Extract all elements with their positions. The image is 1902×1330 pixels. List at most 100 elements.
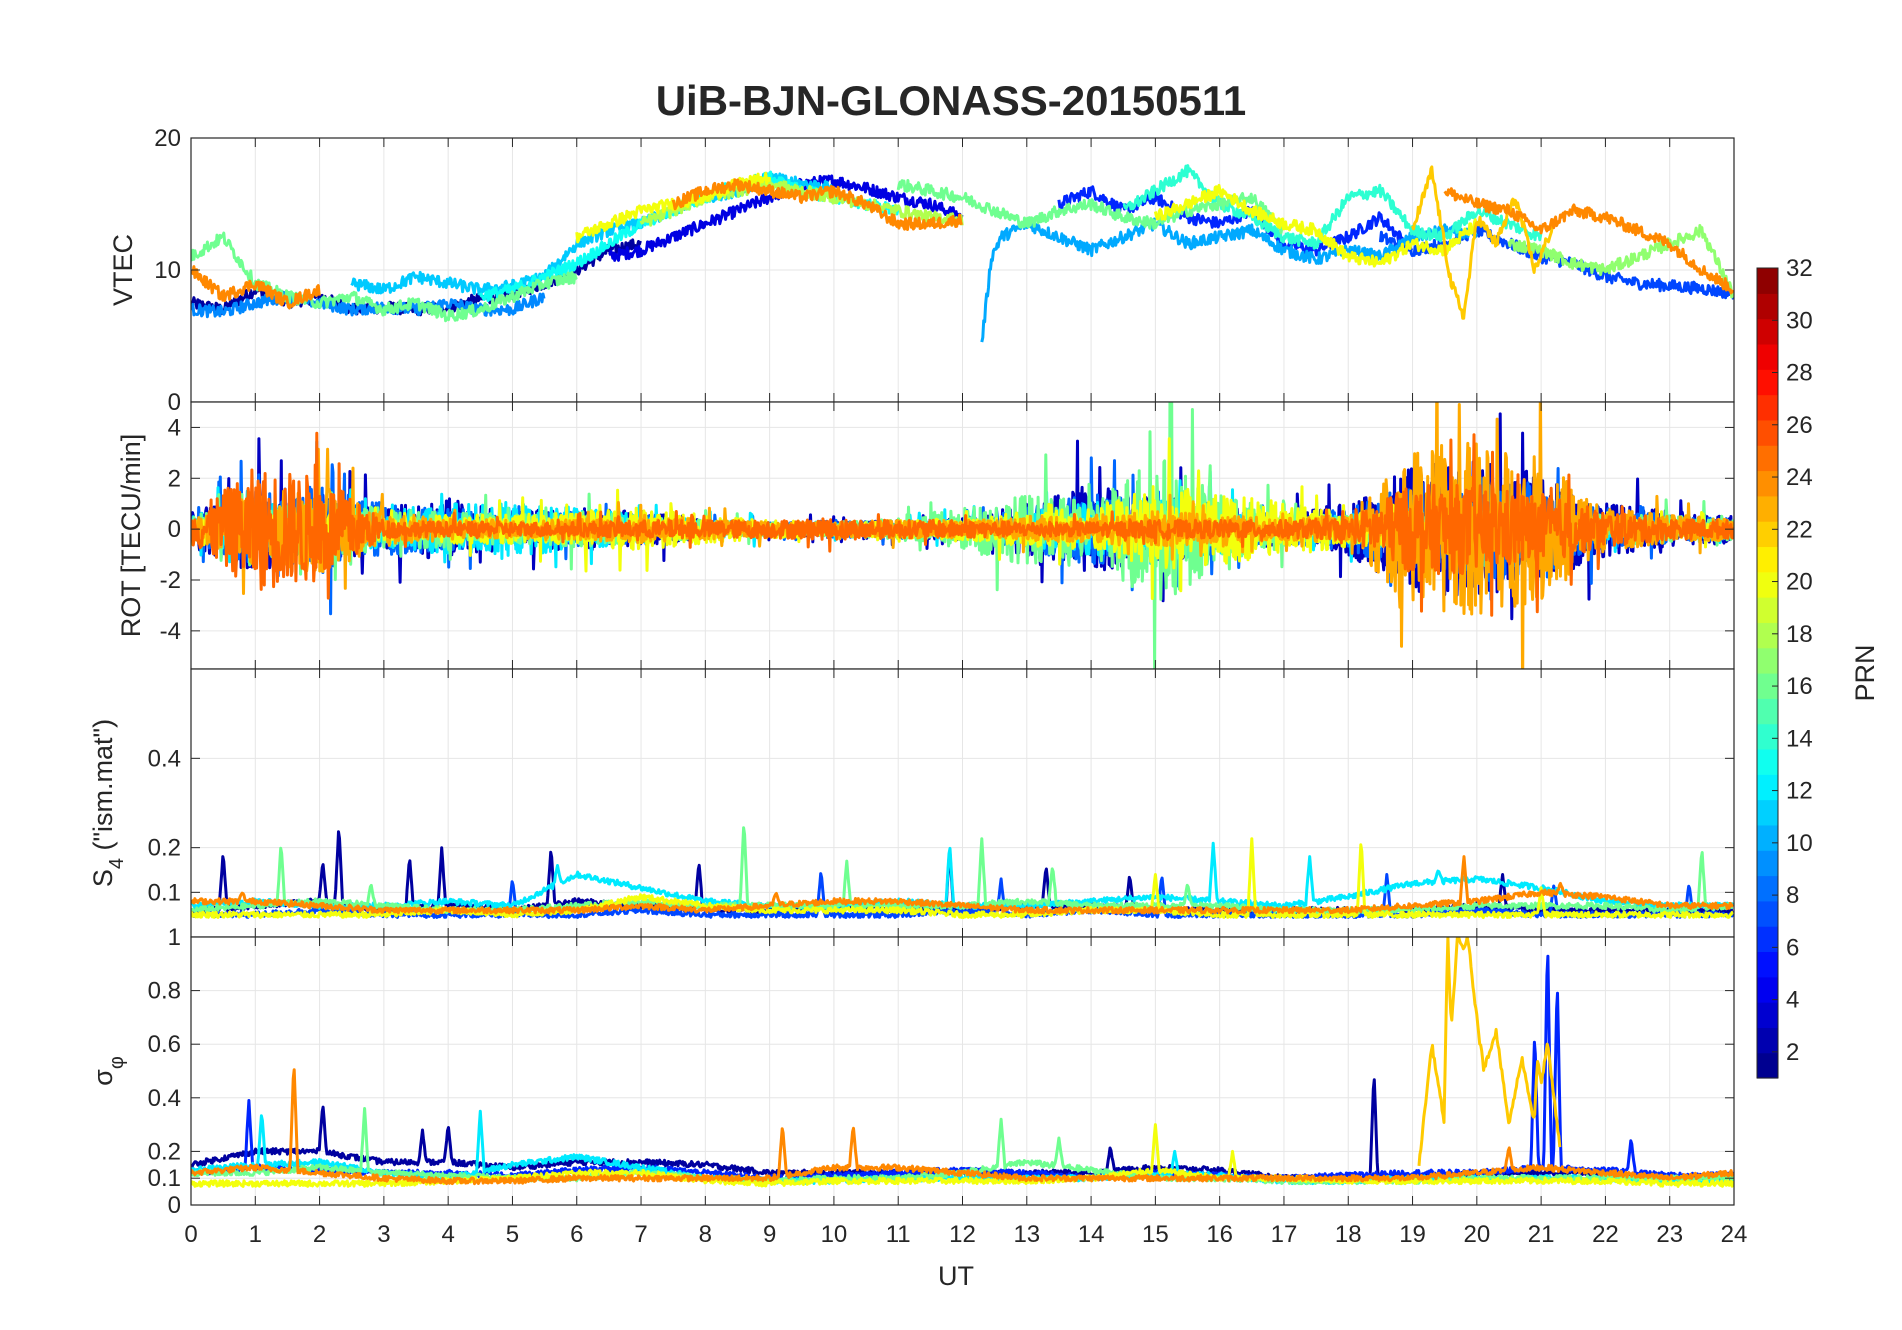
y-label-sub: φ: [106, 1056, 128, 1069]
series-line-prn-17: [1507, 224, 1734, 299]
colorbar-segment: [1757, 1027, 1778, 1054]
x-tick-label: 5: [506, 1221, 519, 1248]
series-line-prn-9: [191, 290, 546, 319]
y-tick-label: 1: [168, 924, 181, 951]
colorbar-segment: [1757, 343, 1778, 370]
series-line-prn-24: [1443, 187, 1734, 295]
series-line-prn-24: [191, 855, 1734, 915]
colorbar-segment: [1757, 470, 1778, 497]
colorbar-segment: [1757, 799, 1778, 826]
y-tick-label: 0: [168, 516, 181, 543]
series-group: [191, 164, 1734, 343]
chart-title: UiB-BJN-GLONASS-20150511: [656, 77, 1247, 124]
colorbar-label: PRN: [1850, 644, 1880, 701]
x-tick-label: 4: [441, 1221, 454, 1248]
x-tick-label: 9: [763, 1221, 776, 1248]
series-line-prn-22: [1417, 937, 1562, 1167]
y-axis-label: S4 ("ism.mat"): [88, 719, 128, 887]
colorbar-tick-label: 28: [1786, 360, 1813, 387]
series-group: [191, 937, 1734, 1188]
x-axis-label: UT: [938, 1261, 974, 1291]
x-tick-label: 17: [1271, 1221, 1298, 1248]
x-tick-label: 10: [821, 1221, 848, 1248]
x-tick-label: 14: [1078, 1221, 1105, 1248]
colorbar-segment: [1757, 495, 1778, 522]
series-group: [191, 402, 1734, 669]
y-label-main: S: [88, 869, 118, 887]
colorbar-tick-label: 10: [1786, 830, 1813, 857]
x-tick-label: 22: [1592, 1221, 1619, 1248]
colorbar-segment: [1757, 748, 1778, 775]
colorbar-segment: [1757, 268, 1778, 294]
colorbar-tick-label: 8: [1786, 882, 1799, 909]
x-tick-label: 6: [570, 1221, 583, 1248]
y-tick-label: 0.2: [148, 1138, 181, 1165]
x-tick-label: 20: [1463, 1221, 1490, 1248]
colorbar-segment: [1757, 647, 1778, 674]
colorbar-tick-label: 2: [1786, 1039, 1799, 1066]
colorbar-segment: [1757, 875, 1778, 902]
colorbar-segment: [1757, 976, 1778, 1003]
colorbar-segment: [1757, 850, 1778, 877]
y-tick-label: 2: [168, 465, 181, 492]
y-label-sub: 4: [106, 858, 128, 869]
x-axis: 0 1 2 3 4 5 6 7 8 9 10 11 12 13 14 15 16 17 18 19 20 21 22 23 24: [184, 1221, 1747, 1248]
colorbar-segment: [1757, 698, 1778, 725]
x-tick-label: 12: [949, 1221, 976, 1248]
series-line-prn-16: [896, 179, 1285, 235]
series-line-prn-20: [1153, 183, 1478, 268]
colorbar-segment: [1757, 673, 1778, 699]
colorbar-segment: [1757, 318, 1778, 345]
colorbar-segment: [1757, 622, 1778, 649]
y-tick-label: 0.1: [148, 879, 181, 906]
colorbar-segment: [1757, 951, 1778, 978]
y-tick-label: -4: [160, 618, 181, 645]
x-tick-label: 21: [1528, 1221, 1555, 1248]
colorbar-segment: [1757, 774, 1778, 801]
x-tick-label: 2: [313, 1221, 326, 1248]
colorbar-segment: [1757, 900, 1778, 927]
y-tick-label: 20: [154, 125, 181, 152]
y-tick-label: 0: [168, 389, 181, 416]
panel-1: 0 10 20 VTEC: [108, 125, 1735, 416]
colorbar-tick-label: 22: [1786, 516, 1813, 543]
series-line-prn-22: [1411, 165, 1555, 320]
colorbar-segment: [1757, 1002, 1778, 1028]
x-tick-label: 24: [1721, 1221, 1748, 1248]
y-tick-label: 4: [168, 414, 181, 441]
colorbar-tick-label: 32: [1786, 255, 1813, 282]
x-tick-label: 13: [1013, 1221, 1040, 1248]
x-tick-label: 1: [249, 1221, 262, 1248]
y-tick-label: 0.8: [148, 978, 181, 1005]
colorbar-segment: [1757, 723, 1778, 750]
y-axis-label: σφ: [88, 1056, 128, 1086]
panel-3: 0.1 0.2 0.4 S4 ("ism.mat"): [88, 668, 1735, 938]
colorbar-segment: [1757, 571, 1778, 598]
y-label-main: σ: [88, 1069, 118, 1086]
y-tick-label: 0.4: [148, 1085, 181, 1112]
colorbar-segment: [1757, 546, 1778, 573]
colorbar-tick-label: 24: [1786, 464, 1813, 491]
y-tick-label: 0: [168, 1192, 181, 1219]
series-line-prn-14: [1122, 164, 1543, 250]
y-tick-label: -2: [160, 567, 181, 594]
x-tick-label: 19: [1399, 1221, 1426, 1248]
x-tick-label: 23: [1656, 1221, 1683, 1248]
colorbar-tick-label: 6: [1786, 934, 1799, 961]
colorbar-segment: [1757, 597, 1778, 623]
colorbar-segment: [1757, 824, 1778, 851]
colorbar-tick-label: 26: [1786, 412, 1813, 439]
colorbar-tick-label: 16: [1786, 673, 1813, 700]
y-axis-label: ROT [TECU/min]: [116, 434, 146, 638]
y-tick-label: 0.1: [148, 1165, 181, 1192]
series-line-prn-10: [980, 217, 1478, 343]
x-tick-label: 18: [1335, 1221, 1362, 1248]
colorbar-tick-label: 18: [1786, 621, 1813, 648]
colorbar-segment: [1757, 394, 1778, 421]
colorbar-tick-label: 14: [1786, 725, 1813, 752]
colorbar-segment: [1757, 293, 1778, 320]
x-tick-label: 11: [886, 1221, 911, 1248]
